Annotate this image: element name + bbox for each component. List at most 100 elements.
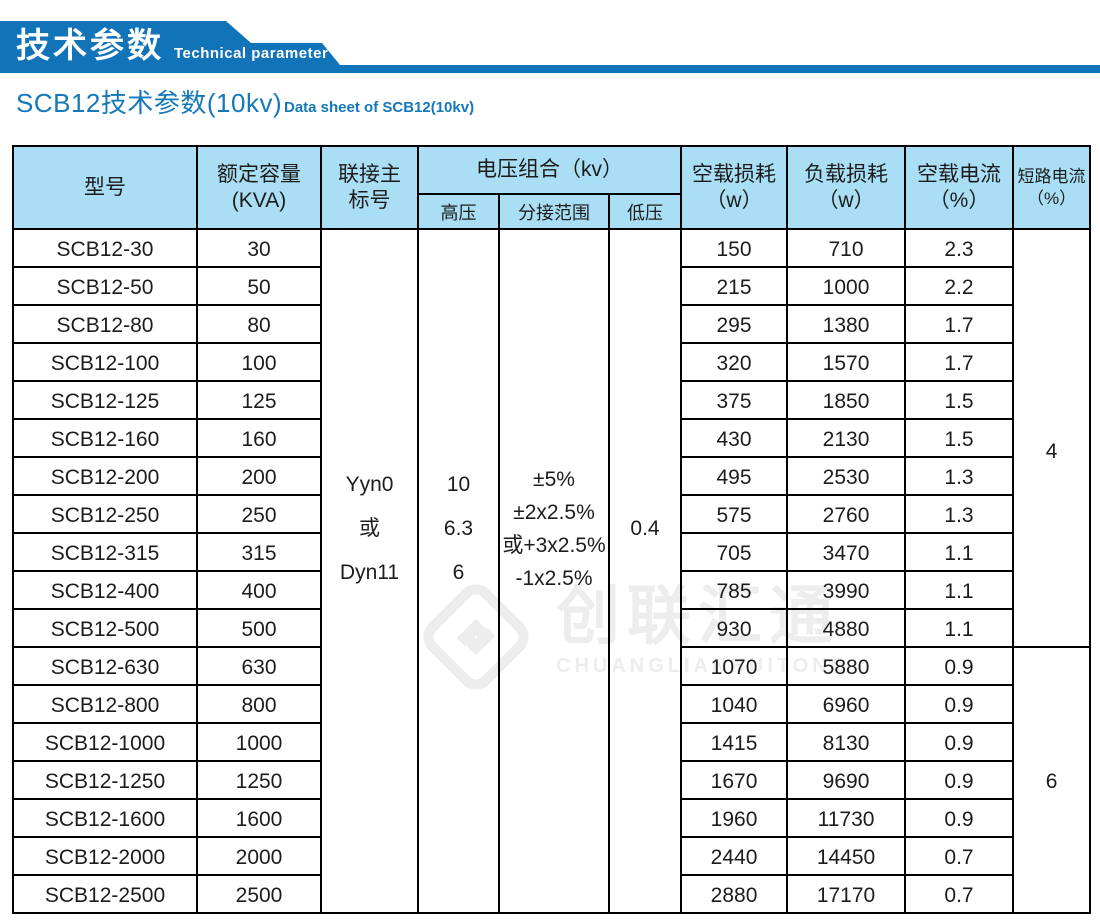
col-header-no-load-current-line2: （%） [928,188,990,212]
cell-no-load-current: 1.5 [904,380,1015,420]
cell-kva: 630 [196,646,322,686]
hv-line: 10 [446,472,471,496]
hv-line: 6 [452,560,465,584]
cell-load-loss: 9690 [786,760,907,800]
cell-model: SCB12-200 [12,456,198,496]
table-row: SCB12-2000 2000 2440 14450 0.7 [12,836,1090,876]
cell-no-load-loss: 1415 [680,722,789,762]
cell-short-circuit-lower: 6 [1012,646,1092,914]
col-header-connection: 联接主 标号 [320,145,419,230]
col-header-lv: 低压 [607,193,683,230]
tap-line: ±2x2.5% [513,500,595,524]
cell-kva: 800 [196,684,322,724]
table-row: SCB12-2500 2500 2880 17170 0.7 [12,874,1090,914]
cell-no-load-current: 1.3 [904,494,1015,534]
cell-no-load-loss: 575 [680,494,789,534]
cell-load-loss: 3990 [786,570,907,610]
cell-model: SCB12-1000 [12,722,198,762]
cell-no-load-loss: 150 [680,228,789,268]
cell-load-loss: 3470 [786,532,907,572]
cell-model: SCB12-50 [12,266,198,306]
col-header-no-load-current: 空载电流 （%） [904,145,1015,230]
cell-model: SCB12-160 [12,418,198,458]
cell-no-load-current: 0.9 [904,760,1015,800]
cell-model: SCB12-125 [12,380,198,420]
table-row: SCB12-500 500 930 4880 1.1 [12,608,1090,648]
cell-load-loss: 11730 [786,798,907,838]
cell-no-load-loss: 785 [680,570,789,610]
cell-no-load-loss: 295 [680,304,789,344]
connection-line: 或 [359,516,380,540]
cell-kva: 400 [196,570,322,610]
cell-no-load-loss: 1960 [680,798,789,838]
cell-kva: 100 [196,342,322,382]
col-header-connection-line1: 联接主 [338,162,401,186]
cell-kva: 250 [196,494,322,534]
cell-load-loss: 1000 [786,266,907,306]
cell-kva: 2000 [196,836,322,876]
table-row: SCB12-315 315 705 3470 1.1 [12,532,1090,572]
hv-line: 6.3 [443,516,474,540]
header-row-sub: 高压 分接范围 低压 [13,193,1090,230]
cell-kva: 30 [196,228,322,268]
table-row: SCB12-30 30 Yyn0 或 Dyn11 10 6.3 6 ±5% ±2… [12,228,1092,914]
cell-no-load-loss: 705 [680,532,789,572]
cell-load-loss: 8130 [786,722,907,762]
cell-load-loss: 6960 [786,684,907,724]
col-header-capacity-line2: (KVA) [231,188,287,212]
col-header-short-circuit-line1: 短路电流 [1017,166,1086,186]
cell-no-load-loss: 1040 [680,684,789,724]
col-header-no-load-loss-line1: 空载损耗 [692,162,777,186]
banner-shape [0,21,1100,73]
cell-load-loss: 4880 [786,608,907,648]
cell-no-load-loss: 1670 [680,760,789,800]
connection-line: Yyn0 [345,472,394,496]
table-header: 型号 额定容量 (KVA) 联接主 标号 电压组合（kv） 空载损耗 （w） 负… [12,145,1092,230]
cell-kva: 160 [196,418,322,458]
page-title: SCB12技术参数(10kv) [16,88,283,118]
tap-line: 或+3x2.5% [502,533,606,557]
cell-no-load-loss: 930 [680,608,789,648]
cell-no-load-loss: 1070 [680,646,789,686]
connection-line: Dyn11 [339,560,400,584]
cell-no-load-current: 1.7 [904,342,1015,382]
banner: 技术参数 Technical parameter [0,0,1100,80]
cell-kva: 500 [196,608,322,648]
cell-lv-merged: 0.4 [607,228,683,914]
cell-kva: 50 [196,266,322,306]
col-header-voltage-group: 电压组合（kv） [416,145,683,195]
col-header-no-load-current-line1: 空载电流 [917,162,1002,186]
col-header-load-loss-line1: 负载损耗 [804,162,889,186]
cell-model: SCB12-400 [12,570,198,610]
cell-load-loss: 1570 [786,342,907,382]
cell-kva: 200 [196,456,322,496]
cell-model: SCB12-30 [12,228,198,268]
cell-load-loss: 2760 [786,494,907,534]
cell-no-load-loss: 375 [680,380,789,420]
cell-model: SCB12-100 [12,342,198,382]
col-header-tap-range: 分接范围 [498,193,610,230]
cell-no-load-current: 0.9 [904,684,1015,724]
table-body: SCB12-30 30 Yyn0 或 Dyn11 10 6.3 6 ±5% ±2… [12,228,1092,914]
cell-connection-merged: Yyn0 或 Dyn11 [320,228,419,914]
cell-kva: 2500 [196,874,322,914]
tap-line: -1x2.5% [515,566,593,590]
cell-kva: 315 [196,532,322,572]
cell-model: SCB12-2000 [12,836,198,876]
cell-model: SCB12-800 [12,684,198,724]
cell-kva: 125 [196,380,322,420]
cell-kva: 80 [196,304,322,344]
table-row: SCB12-400 400 785 3990 1.1 [12,570,1090,610]
header-row-main: 型号 额定容量 (KVA) 联接主 标号 电压组合（kv） 空载损耗 （w） 负… [12,145,1092,230]
table-row: SCB12-100 100 320 1570 1.7 [12,342,1090,382]
table-row: SCB12-200 200 495 2530 1.3 [12,456,1090,496]
table-row: SCB12-160 160 430 2130 1.5 [12,418,1090,458]
cell-model: SCB12-315 [12,532,198,572]
cell-no-load-loss: 2880 [680,874,789,914]
cell-kva: 1000 [196,722,322,762]
parameter-table: 型号 额定容量 (KVA) 联接主 标号 电压组合（kv） 空载损耗 （w） 负… [12,145,1092,914]
cell-no-load-current: 0.9 [904,646,1015,686]
cell-no-load-loss: 215 [680,266,789,306]
cell-load-loss: 2130 [786,418,907,458]
